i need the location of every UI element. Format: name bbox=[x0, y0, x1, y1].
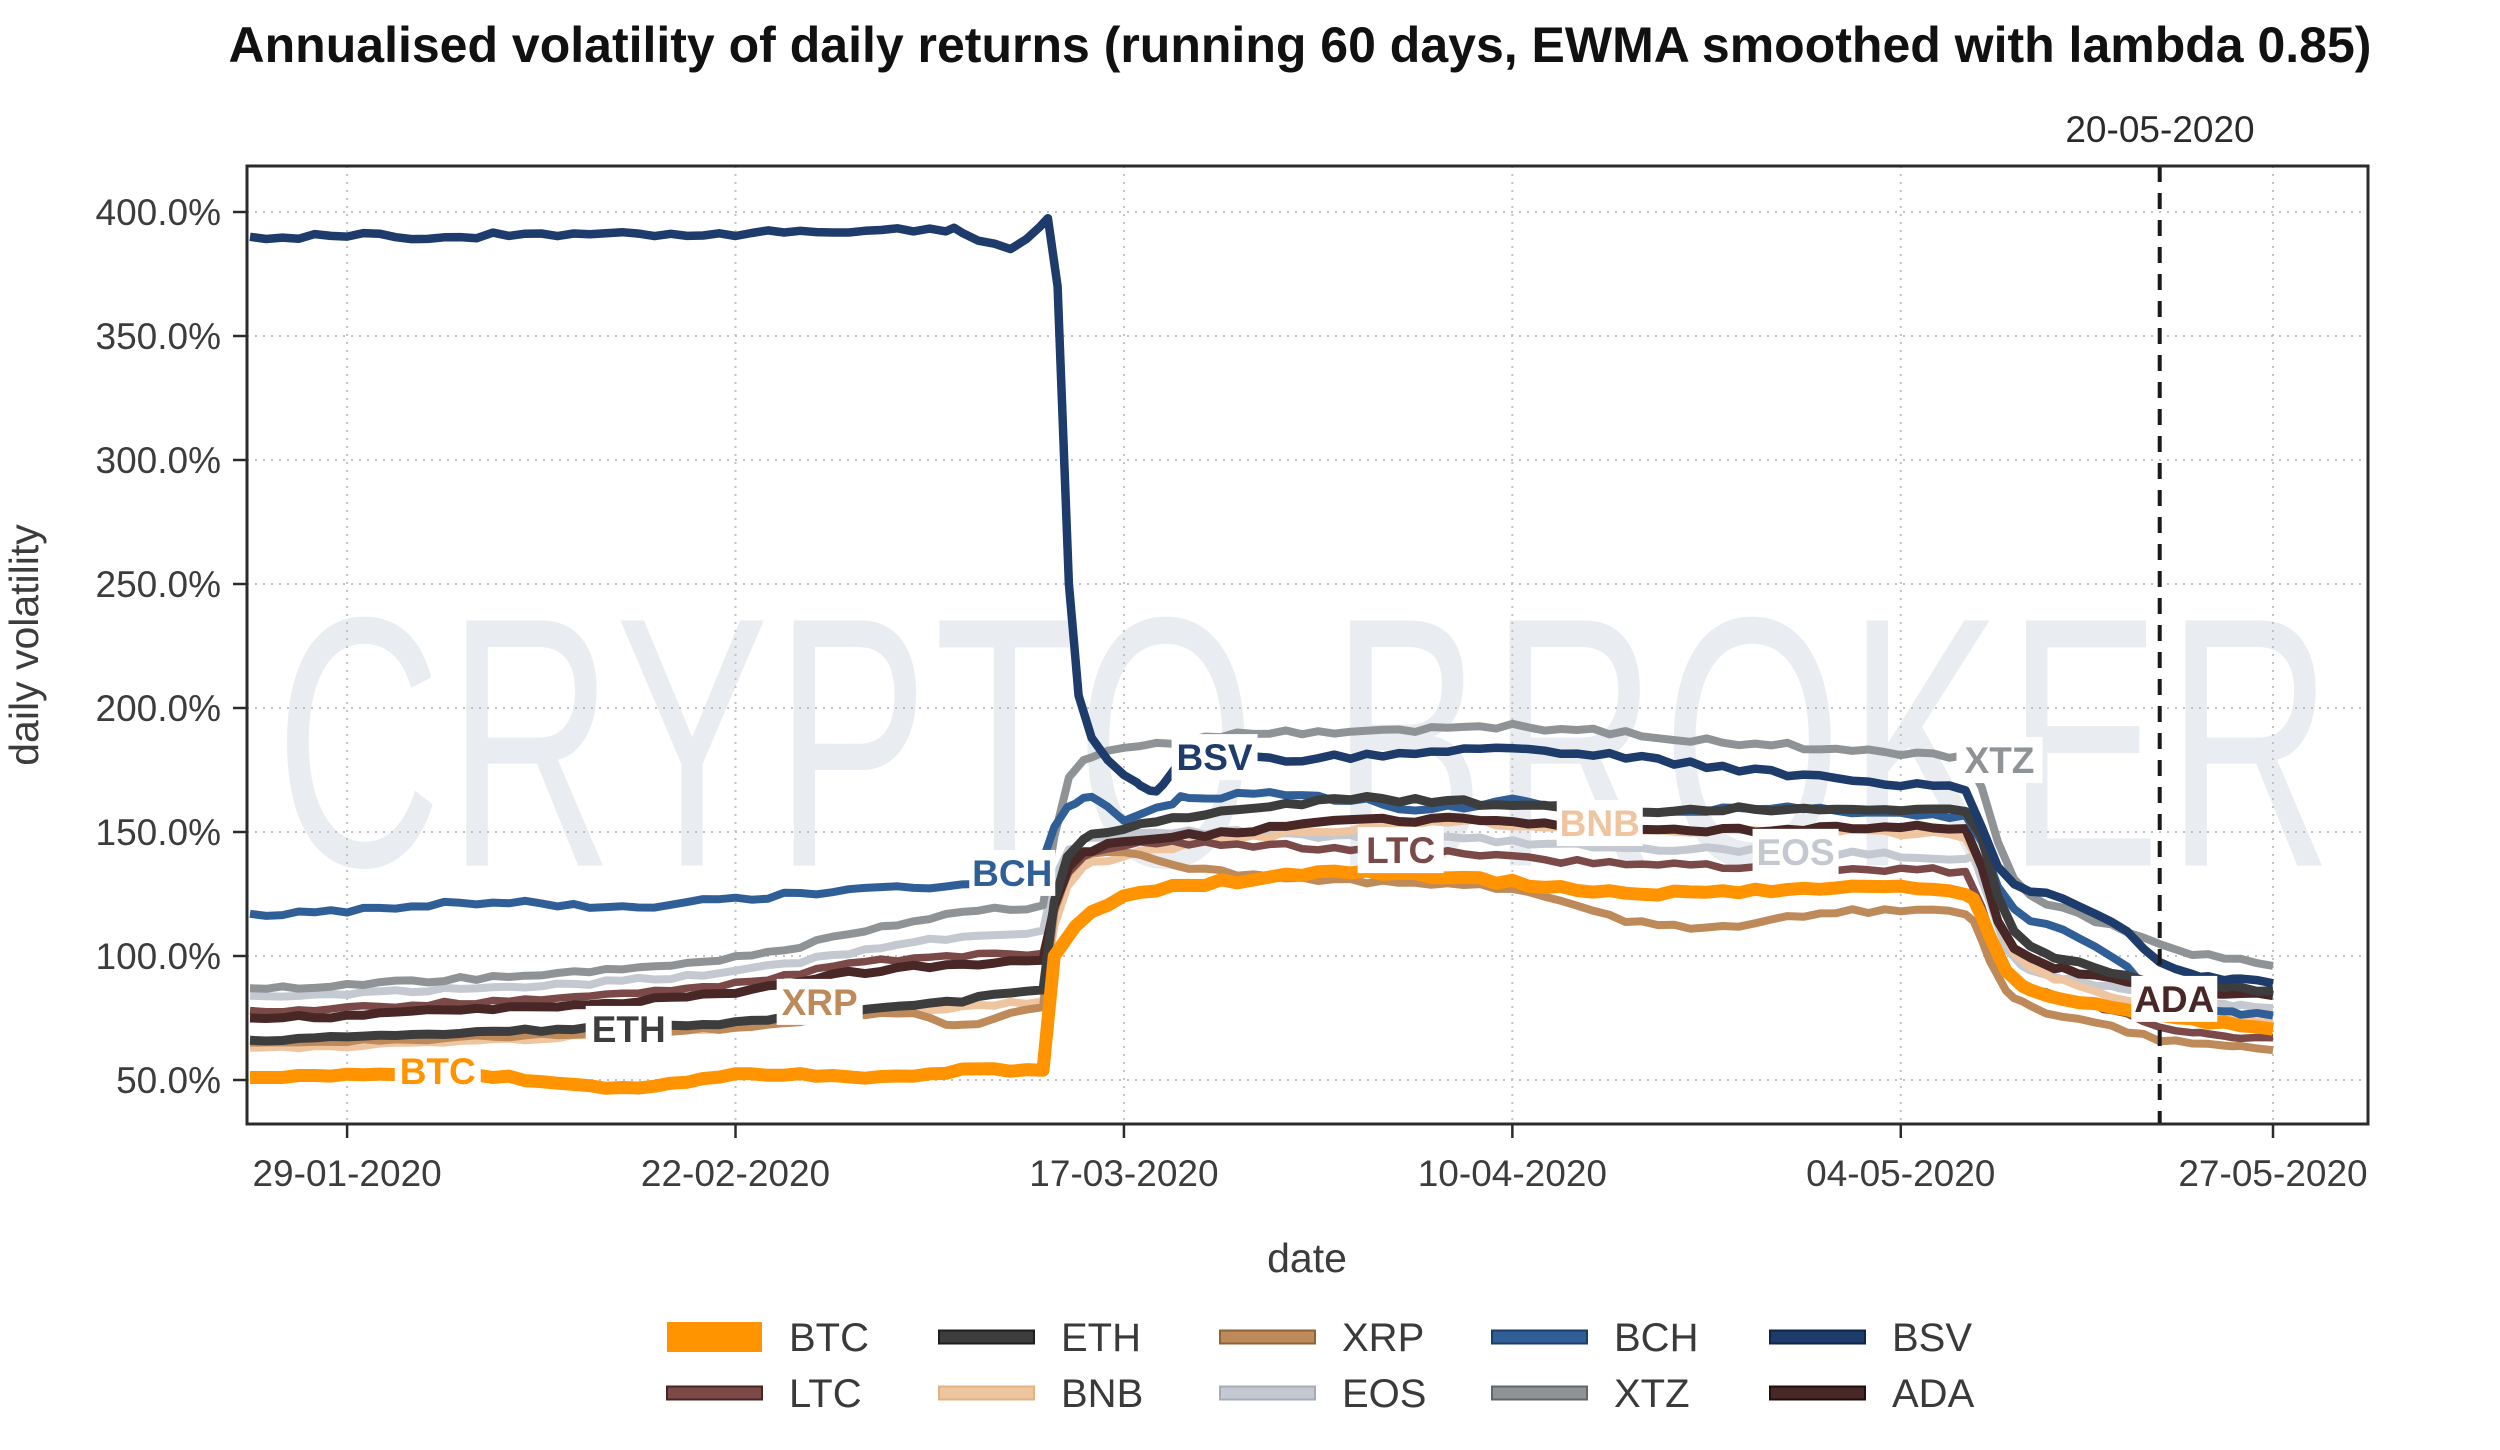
axis-layer: 29-01-2020 22-02-2020 17-03-2020 10-04-2020… bbox=[96, 192, 2368, 1194]
line-label-box-xrp bbox=[776, 978, 863, 1025]
line-label-box-xtz bbox=[1956, 737, 2043, 784]
line-label-box-eth bbox=[585, 1005, 672, 1052]
legend-swatch-bch bbox=[1491, 1329, 1588, 1345]
y-axis-title: daily volatility bbox=[1, 524, 47, 766]
legend-swatch-ltc bbox=[666, 1385, 763, 1401]
y-tick-label-1: 100.0% bbox=[96, 936, 222, 977]
line-label-ada: ADA bbox=[2134, 979, 2214, 1020]
legend-swatch-eth bbox=[938, 1329, 1035, 1345]
x-tick-label-2: 17-03-2020 bbox=[1029, 1153, 1218, 1194]
line-label-eth: ETH bbox=[592, 1009, 666, 1050]
x-tick-label-4: 04-05-2020 bbox=[1806, 1153, 1995, 1194]
legend-label-eth: ETH bbox=[1061, 1316, 1141, 1360]
line-label-bsv: BSV bbox=[1177, 737, 1253, 778]
legend-label-bsv: BSV bbox=[1892, 1316, 1972, 1360]
legend-label-btc: BTC bbox=[789, 1316, 869, 1360]
y-tick-label-7: 400.0% bbox=[96, 192, 222, 233]
legend-swatch-btc bbox=[667, 1322, 762, 1352]
line-label-btc: BTC bbox=[400, 1051, 476, 1092]
chart-title: Annualised volatility of daily returns (… bbox=[229, 17, 2372, 73]
line-label-box-bsv bbox=[1171, 734, 1258, 781]
legend-label-xrp: XRP bbox=[1342, 1316, 1424, 1360]
series-line-bch bbox=[249, 788, 2274, 1020]
line-label-xtz: XTZ bbox=[1965, 740, 2035, 781]
legend-swatch-eos bbox=[1219, 1385, 1316, 1401]
y-tick-label-3: 200.0% bbox=[96, 688, 222, 729]
line-label-bnb: BNB bbox=[1560, 803, 1640, 844]
legend-label-bch: BCH bbox=[1614, 1316, 1698, 1360]
y-tick-label-6: 350.0% bbox=[96, 316, 222, 357]
line-label-ltc: LTC bbox=[1366, 830, 1435, 871]
legend-label-ltc: LTC bbox=[789, 1372, 862, 1416]
legend-swatch-bsv bbox=[1769, 1329, 1866, 1345]
legend-swatch-bnb bbox=[938, 1385, 1035, 1401]
legend-label-ada: ADA bbox=[1892, 1372, 1975, 1416]
x-tick-label-3: 10-04-2020 bbox=[1418, 1153, 1607, 1194]
y-tick-label-4: 250.0% bbox=[96, 564, 222, 605]
y-tick-label-0: 50.0% bbox=[116, 1060, 221, 1101]
series-line-xtz bbox=[249, 719, 2274, 993]
legend-swatch-xrp bbox=[1219, 1329, 1316, 1345]
plot-frame-layer bbox=[245, 164, 2370, 1126]
legend: BTC ETH XRP BCH BSV LTC BNB EOS XTZ ADA bbox=[666, 1316, 1975, 1416]
x-tick-label-1: 22-02-2020 bbox=[641, 1153, 830, 1194]
x-axis-title: date bbox=[1267, 1235, 1347, 1281]
inline-label-layer: BTC ETH XRP BCH BSV LTC BNB EOS XTZ ADA bbox=[394, 734, 2218, 1095]
line-label-box-eos bbox=[1752, 828, 1839, 875]
y-tick-label-2: 150.0% bbox=[96, 812, 222, 853]
legend-swatch-xtz bbox=[1491, 1385, 1588, 1401]
line-label-eos: EOS bbox=[1757, 832, 1835, 873]
line-label-box-ltc bbox=[1357, 827, 1444, 874]
series-line-ada bbox=[249, 812, 2274, 1023]
line-label-box-ada bbox=[2131, 975, 2218, 1022]
line-label-bch: BCH bbox=[972, 853, 1052, 894]
line-label-box-btc bbox=[394, 1048, 481, 1095]
grid-layer bbox=[247, 166, 2368, 1124]
plot-border bbox=[245, 164, 2370, 1126]
x-tick-label-0: 29-01-2020 bbox=[252, 1153, 441, 1194]
x-tick-label-5: 27-05-2020 bbox=[2178, 1153, 2367, 1194]
legend-label-xtz: XTZ bbox=[1614, 1372, 1690, 1416]
line-label-xrp: XRP bbox=[782, 982, 858, 1023]
line-label-box-bch bbox=[969, 849, 1056, 896]
legend-label-bnb: BNB bbox=[1061, 1372, 1143, 1416]
annotation-date-label: 20-05-2020 bbox=[2065, 109, 2254, 150]
y-tick-label-5: 300.0% bbox=[96, 440, 222, 481]
line-label-box-bnb bbox=[1556, 800, 1643, 847]
legend-label-eos: EOS bbox=[1342, 1372, 1426, 1416]
series-line-btc bbox=[250, 864, 2274, 1095]
legend-swatch-ada bbox=[1769, 1385, 1866, 1401]
